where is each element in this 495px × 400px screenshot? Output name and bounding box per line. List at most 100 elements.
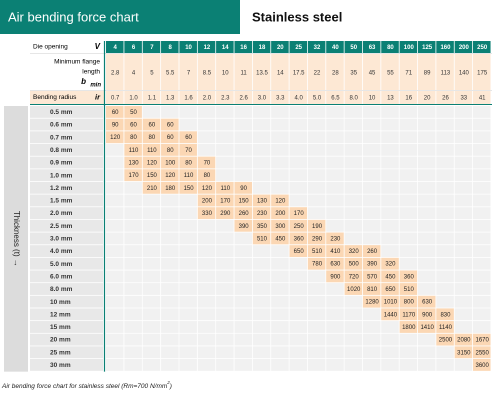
cell	[234, 219, 252, 232]
force-value: 3150	[457, 350, 471, 356]
cell	[179, 321, 197, 333]
cell	[106, 181, 124, 194]
die-opening: 200	[459, 45, 470, 51]
flange-cell	[326, 54, 344, 90]
cell	[161, 106, 179, 118]
radius: 1.6	[184, 96, 193, 102]
cell	[197, 359, 216, 371]
cell	[179, 143, 197, 156]
die-cell	[142, 41, 161, 53]
die-cell	[252, 41, 271, 53]
cell	[436, 333, 454, 346]
cell	[473, 245, 491, 257]
radius-cell	[106, 91, 124, 104]
force-value: 260	[239, 211, 250, 217]
thickness: 10 mm	[50, 299, 71, 306]
cell	[417, 156, 436, 169]
cell	[106, 359, 124, 371]
force-value: 830	[440, 312, 451, 318]
cell	[124, 245, 142, 257]
caption: Air bending force chart for stainless st…	[1, 380, 172, 390]
cell	[161, 143, 179, 156]
cell	[417, 219, 436, 232]
cell	[124, 321, 142, 333]
force-value: 1010	[384, 300, 398, 306]
thickness: 15 mm	[50, 324, 71, 331]
cell	[179, 156, 197, 169]
cell	[399, 118, 418, 131]
cell	[362, 346, 381, 359]
cell	[161, 321, 179, 333]
cell	[344, 194, 363, 207]
cell	[454, 169, 473, 182]
cell	[326, 333, 344, 346]
cell	[197, 257, 216, 270]
cell	[161, 270, 179, 283]
cell	[216, 219, 234, 232]
cell	[179, 359, 197, 371]
cell	[326, 270, 344, 283]
cell	[362, 169, 381, 182]
cell	[381, 283, 399, 295]
radius: 4.0	[295, 96, 304, 102]
force-value: 260	[367, 249, 378, 255]
cell	[124, 257, 142, 270]
cell	[436, 283, 454, 295]
cell	[399, 283, 418, 295]
cell	[124, 207, 142, 220]
cell	[271, 194, 289, 207]
cell	[326, 143, 344, 156]
flange-length: 113	[441, 71, 451, 77]
cell	[216, 207, 234, 220]
cell	[399, 346, 418, 359]
cell	[381, 270, 399, 283]
cell	[454, 359, 473, 371]
force-value: 350	[257, 224, 268, 230]
thickness: 5.0 mm	[50, 261, 73, 268]
cell	[234, 106, 252, 118]
cell	[124, 118, 142, 131]
cell	[161, 308, 179, 321]
thickness: 8.0 mm	[50, 286, 73, 293]
cell	[124, 283, 142, 295]
cell	[417, 106, 436, 118]
die-cell	[362, 41, 381, 53]
die-opening: 14	[222, 45, 229, 51]
flange-cell	[381, 54, 399, 90]
cell	[473, 219, 491, 232]
cell	[142, 194, 161, 207]
flange-cell	[142, 54, 161, 90]
cell	[362, 106, 381, 118]
flange-cell	[271, 54, 289, 90]
die-opening: 18	[259, 45, 266, 51]
force-value: 1170	[402, 312, 416, 318]
cell	[344, 295, 363, 308]
cell	[326, 232, 344, 245]
radius-cell	[381, 91, 399, 104]
cell	[216, 321, 234, 333]
cell	[197, 321, 216, 333]
cell	[142, 333, 161, 346]
symbol: b	[81, 77, 86, 86]
cell	[124, 333, 142, 346]
cell	[417, 283, 436, 295]
cell	[399, 359, 418, 371]
flange-length: 8.5	[203, 71, 212, 77]
force-value: 120	[202, 186, 213, 192]
cell	[271, 169, 289, 182]
cell	[381, 333, 399, 346]
cell	[436, 308, 454, 321]
force-value: 3600	[475, 363, 489, 369]
cell	[289, 143, 308, 156]
cell	[179, 295, 197, 308]
die-cell	[326, 41, 344, 53]
cell	[344, 156, 363, 169]
cell	[417, 118, 436, 131]
cell	[417, 207, 436, 220]
force-value: 510	[257, 236, 268, 242]
symbol: ir	[95, 92, 101, 101]
cell	[381, 143, 399, 156]
die-cell	[234, 41, 252, 53]
cell	[216, 118, 234, 131]
force-value: 900	[422, 312, 433, 318]
